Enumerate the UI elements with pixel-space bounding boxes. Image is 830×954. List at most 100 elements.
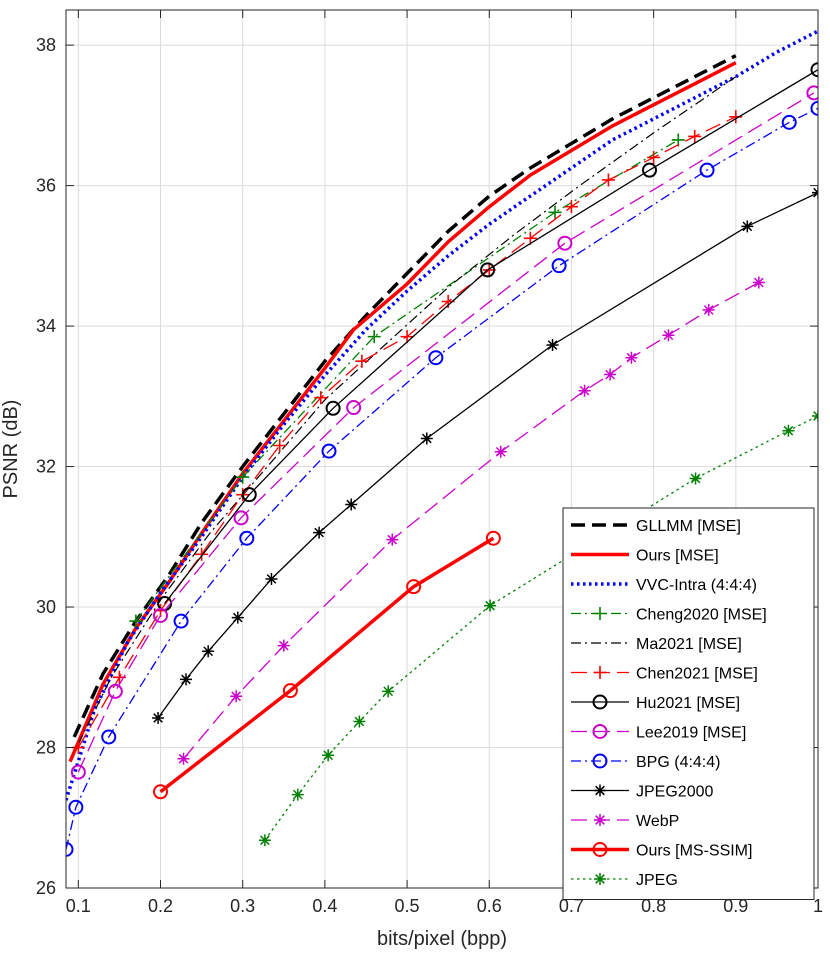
data-point	[239, 530, 255, 546]
data-point	[277, 639, 290, 652]
data-point	[523, 231, 537, 245]
series-8	[66, 100, 818, 857]
legend-label: BPG (4:4:4)	[636, 754, 720, 771]
y-axis-title: PSNR (dB)	[0, 400, 22, 499]
legend-entry: GLLMM [MSE]	[571, 518, 741, 535]
data-point	[400, 330, 414, 344]
legend-entry: Ours [MS-SSIM]	[571, 842, 752, 860]
data-point	[604, 368, 617, 381]
data-point	[173, 613, 189, 629]
legend-entry: JPEG	[571, 872, 678, 889]
data-point	[699, 162, 715, 178]
y-tick-label: 26	[36, 878, 56, 898]
data-point	[548, 205, 562, 219]
legend-label: Chen2021 [MSE]	[636, 666, 758, 683]
data-point	[236, 470, 250, 484]
data-point	[741, 220, 754, 233]
series-3	[129, 133, 685, 628]
data-point	[689, 472, 702, 485]
legend-marker	[592, 753, 608, 769]
data-point	[480, 262, 496, 278]
data-point	[152, 712, 165, 725]
legend-label: Ours [MS-SSIM]	[636, 843, 752, 860]
data-point	[810, 100, 818, 116]
legend-marker	[593, 666, 607, 679]
data-point	[688, 129, 702, 143]
legend-marker	[594, 814, 606, 826]
legend-label: Ours [MSE]	[636, 548, 719, 565]
data-point	[291, 788, 304, 801]
series-line	[66, 107, 818, 850]
series-12	[258, 409, 818, 847]
x-tick-label: 0.4	[312, 896, 337, 916]
y-tick-label: 36	[36, 176, 56, 196]
legend-marker	[592, 842, 608, 857]
legend-entry: Hu2021 [MSE]	[571, 694, 740, 712]
data-point	[601, 173, 615, 187]
series-line	[72, 54, 737, 738]
x-tick-label: 0.6	[477, 896, 502, 916]
data-point	[322, 749, 335, 762]
data-point	[233, 510, 249, 526]
series-line	[159, 536, 495, 794]
data-point	[68, 799, 84, 815]
data-point	[355, 354, 369, 368]
data-point	[325, 400, 341, 416]
legend-entry: Ma2021 [MSE]	[571, 636, 742, 653]
data-point	[345, 498, 358, 511]
data-point	[485, 530, 501, 546]
legend-label: Hu2021 [MSE]	[636, 695, 740, 712]
series-line	[77, 92, 815, 773]
x-axis-title: bits/pixel (bpp)	[377, 928, 507, 950]
x-tick-label: 0.8	[641, 896, 666, 916]
series-1	[68, 61, 737, 763]
data-point	[202, 645, 215, 658]
series-2	[66, 29, 818, 801]
data-point	[153, 607, 169, 623]
legend-label: VVC-Intra (4:4:4)	[636, 577, 757, 594]
plot-frame	[65, 9, 819, 889]
legend-label: GLLMM [MSE]	[636, 518, 741, 535]
data-point	[346, 400, 362, 416]
data-point	[314, 391, 328, 405]
legend-entry: Cheng2020 [MSE]	[571, 607, 767, 624]
legend-box	[562, 507, 815, 900]
series-11	[153, 530, 501, 800]
y-tick-label: 30	[36, 597, 56, 617]
data-point	[642, 162, 658, 178]
data-point	[484, 599, 497, 612]
data-point	[230, 690, 243, 703]
series-line	[164, 69, 818, 604]
legend-entry: VVC-Intra (4:4:4)	[571, 577, 757, 594]
series-7	[70, 85, 818, 780]
legend-marker	[593, 607, 607, 620]
x-tick-label: 0.3	[230, 896, 255, 916]
data-point	[258, 834, 271, 847]
series-10	[177, 276, 765, 765]
series-group	[66, 29, 818, 857]
series-line	[77, 76, 737, 745]
series-line	[68, 61, 737, 763]
data-point	[129, 614, 143, 628]
data-point	[578, 384, 591, 397]
data-point	[551, 258, 567, 274]
data-point	[806, 85, 818, 101]
legend-label: Lee2019 [MSE]	[636, 725, 746, 742]
series-4	[77, 76, 737, 745]
data-point	[153, 784, 169, 800]
series-6	[157, 62, 818, 612]
data-point	[662, 329, 675, 342]
data-point	[420, 432, 433, 445]
data-point	[382, 685, 395, 698]
legend-marker	[594, 784, 606, 797]
data-point	[546, 339, 559, 352]
series-9	[152, 186, 818, 725]
ticks: 0.1 0.2 0.3 0.4 0.5 0.6 0.7 0.8 0.9 1 26 28 30 32 34 36…	[36, 10, 823, 916]
legend-label: Cheng2020 [MSE]	[636, 607, 767, 624]
data-point	[179, 673, 192, 686]
legend: GLLMM [MSE] Ours [MSE] VVC-Intra (4:4:4) Ch…	[562, 507, 815, 900]
x-tick-label: 1	[813, 896, 823, 916]
data-point	[367, 330, 381, 344]
data-point	[494, 445, 507, 458]
